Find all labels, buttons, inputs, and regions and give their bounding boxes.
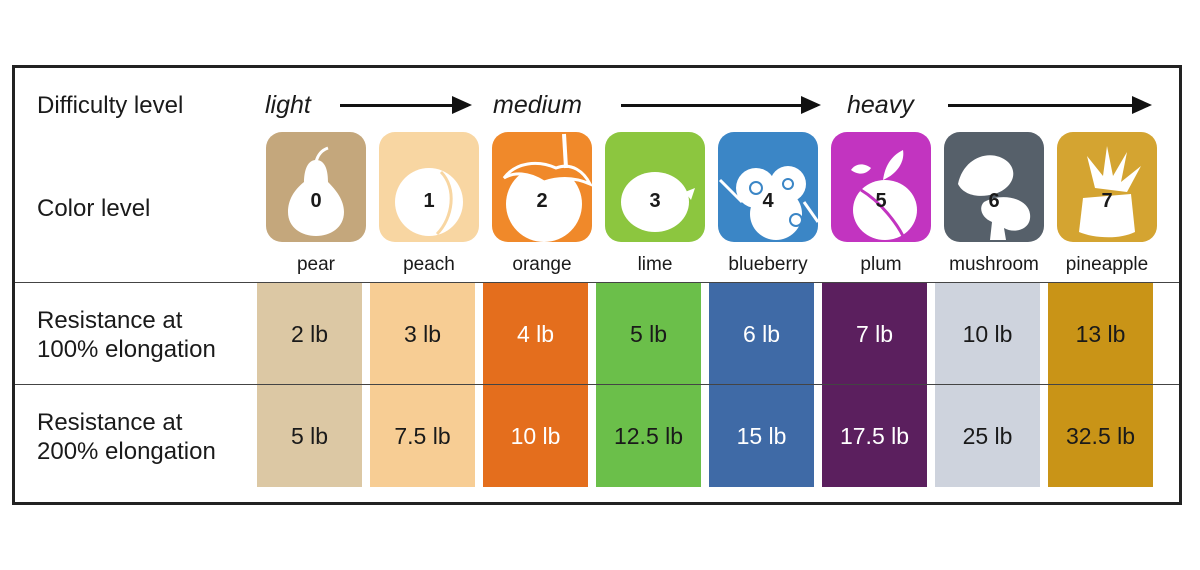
tile-mushroom: 6 <box>944 132 1044 242</box>
divider-middle <box>15 384 1179 385</box>
fruit-name: pear <box>296 254 336 275</box>
fruit-name: blueberry <box>728 254 808 275</box>
tile-pineapple: 7 <box>1057 132 1157 242</box>
fruit-name: pineapple <box>1065 254 1149 275</box>
plum-icon <box>831 132 931 242</box>
level-column-plum: 5 plum 7 lb 17.5 lb <box>822 68 939 508</box>
color-level-number: 6 <box>988 190 1000 212</box>
resistance-200-value: 17.5 lb <box>822 385 927 487</box>
difficulty-arrow-2 <box>621 96 821 114</box>
resistance-200-value: 12.5 lb <box>596 385 701 487</box>
blueberry-icon <box>718 132 818 242</box>
pear-icon <box>266 132 366 242</box>
tile-orange: 2 <box>492 132 592 242</box>
resistance-100-value: 10 lb <box>935 283 1040 385</box>
level-column-pear: 0 pear 2 lb 5 lb <box>257 68 374 508</box>
resistance-200-value: 15 lb <box>709 385 814 487</box>
resistance-200-value: 25 lb <box>935 385 1040 487</box>
mushroom-icon <box>944 132 1044 242</box>
color-level-number: 5 <box>875 190 887 212</box>
resistance-100-label: Resistance at 100% elongation <box>37 306 216 364</box>
level-column-blueberry: 4 blueberry 6 lb 15 lb <box>709 68 826 508</box>
resistance-200-value: 10 lb <box>483 385 588 487</box>
resistance-100-value: 7 lb <box>822 283 927 385</box>
fruit-name: mushroom <box>949 254 1039 275</box>
color-level-number: 3 <box>649 190 661 212</box>
level-column-mushroom: 6 mushroom 10 lb 25 lb <box>935 68 1052 508</box>
tile-pear: 0 <box>266 132 366 242</box>
resistance-100-value: 13 lb <box>1048 283 1153 385</box>
tile-peach: 1 <box>379 132 479 242</box>
tile-lime: 3 <box>605 132 705 242</box>
divider-top <box>15 282 1179 283</box>
color-level-number: 7 <box>1101 190 1113 212</box>
fruit-name: peach <box>403 254 455 275</box>
difficulty-light: light <box>265 91 311 119</box>
difficulty-level-label: Difficulty level <box>37 92 184 119</box>
resistance-100-value: 4 lb <box>483 283 588 385</box>
resistance-200-label-line1: Resistance at <box>37 409 183 436</box>
fruit-name: orange <box>512 254 572 275</box>
orange-icon <box>492 132 592 242</box>
tile-plum: 5 <box>831 132 931 242</box>
lime-icon <box>605 132 705 242</box>
difficulty-medium: medium <box>493 91 582 119</box>
color-level-number: 2 <box>536 190 548 212</box>
resistance-100-value: 6 lb <box>709 283 814 385</box>
peach-icon <box>379 132 479 242</box>
level-column-lime: 3 lime 5 lb 12.5 lb <box>596 68 713 508</box>
level-column-peach: 1 peach 3 lb 7.5 lb <box>370 68 487 508</box>
resistance-200-value: 5 lb <box>257 385 362 487</box>
resistance-100-label-line1: Resistance at <box>37 307 183 334</box>
level-column-orange: 2 orange 4 lb 10 lb <box>483 68 600 508</box>
difficulty-heavy: heavy <box>847 91 914 119</box>
color-level-label: Color level <box>37 195 151 222</box>
color-level-number: 4 <box>762 190 774 212</box>
color-level-number: 0 <box>310 190 322 212</box>
difficulty-arrow-1 <box>340 96 472 114</box>
resistance-200-value: 32.5 lb <box>1048 385 1153 487</box>
fruit-name: lime <box>637 254 673 275</box>
resistance-200-label: Resistance at 200% elongation <box>37 408 216 466</box>
level-column-pineapple: 7 pineapple 13 lb 32.5 lb <box>1048 68 1165 508</box>
resistance-100-label-line2: 100% elongation <box>37 336 216 363</box>
color-level-number: 1 <box>423 190 435 212</box>
resistance-100-value: 2 lb <box>257 283 362 385</box>
fruit-name: plum <box>860 254 902 275</box>
resistance-200-label-line2: 200% elongation <box>37 438 216 465</box>
resistance-100-value: 3 lb <box>370 283 475 385</box>
tile-blueberry: 4 <box>718 132 818 242</box>
resistance-100-value: 5 lb <box>596 283 701 385</box>
pineapple-icon <box>1057 132 1157 242</box>
difficulty-arrow-3 <box>948 96 1152 114</box>
resistance-table: Difficulty level Color level Resistance … <box>12 65 1182 505</box>
resistance-200-value: 7.5 lb <box>370 385 475 487</box>
